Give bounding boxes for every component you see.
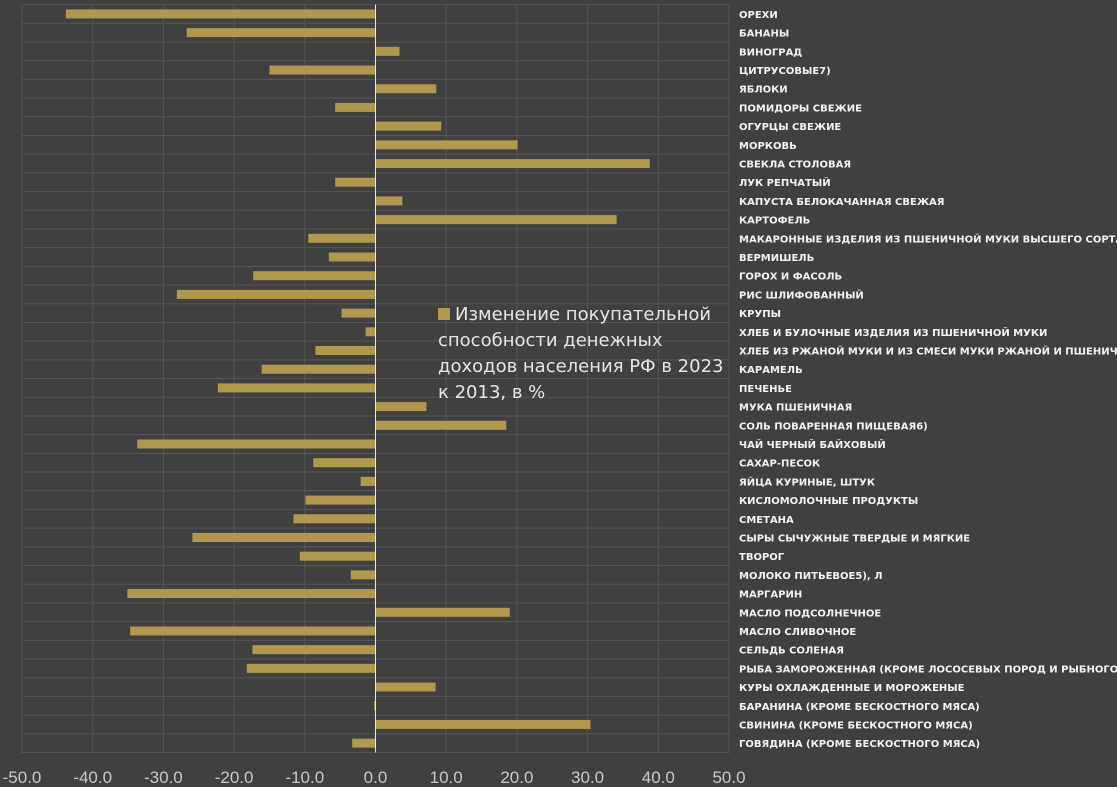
category-label: КАРАМЕЛЬ xyxy=(739,365,803,376)
bar xyxy=(65,9,376,19)
category-label: КРУПЫ xyxy=(739,309,781,320)
bar xyxy=(253,271,376,281)
bar xyxy=(217,383,376,393)
bar xyxy=(328,252,376,262)
category-label: ЯБЛОКИ xyxy=(739,85,788,96)
bar xyxy=(375,140,518,150)
bar xyxy=(375,84,437,94)
x-tick-label: 20.0 xyxy=(500,768,533,787)
category-label: КИСЛОМОЛОЧНЫЕ ПРОДУКТЫ xyxy=(739,496,918,507)
category-label: ПОМИДОРЫ СВЕЖИЕ xyxy=(739,103,862,114)
legend-label: Изменение покупательной способности дене… xyxy=(438,304,724,403)
bar xyxy=(341,308,376,318)
bar xyxy=(375,215,617,225)
bar xyxy=(176,289,376,299)
category-label: ОРЕХИ xyxy=(739,10,778,21)
category-label: БАНАНЫ xyxy=(739,29,789,40)
category-label: МУКА ПШЕНИЧНАЯ xyxy=(739,403,852,414)
legend-swatch xyxy=(438,308,450,320)
x-tick-label: 30.0 xyxy=(571,768,604,787)
bar xyxy=(375,682,436,692)
x-tick-label: -50.0 xyxy=(3,768,42,787)
x-tick-label: -20.0 xyxy=(215,768,254,787)
bar xyxy=(375,420,507,430)
bar xyxy=(308,233,376,243)
category-label: ЦИТРУСОВЫЕ7) xyxy=(739,66,831,77)
category-label: САХАР-ПЕСОК xyxy=(739,459,821,470)
bar xyxy=(186,28,376,38)
bar xyxy=(350,570,376,580)
category-label: ОГУРЦЫ СВЕЖИЕ xyxy=(739,122,841,133)
category-label: КУРЫ ОХЛАЖДЕННЫЕ И МОРОЖЕНЫЕ xyxy=(739,683,965,694)
category-label: ХЛЕБ ИЗ РЖАНОЙ МУКИ И ИЗ СМЕСИ МУКИ РЖАН… xyxy=(739,345,1117,358)
bar xyxy=(137,439,376,449)
bar xyxy=(252,645,376,655)
category-label: РЫБА ЗАМОРОЖЕННАЯ (КРОМЕ ЛОСОСЕВЫХ ПОРОД… xyxy=(739,664,1117,675)
category-label: МОЛОКО ПИТЬЕВОЕ5), Л xyxy=(739,571,883,582)
category-label: БАРАНИНА (КРОМЕ БЕСКОСТНОГО МЯСА) xyxy=(739,702,980,713)
x-tick-label: 50.0 xyxy=(712,768,745,787)
bar xyxy=(374,701,376,711)
x-tick-label: -30.0 xyxy=(144,768,183,787)
bar xyxy=(375,719,591,729)
bar xyxy=(130,626,376,636)
bar xyxy=(315,346,376,356)
x-tick-label: -10.0 xyxy=(285,768,324,787)
bar xyxy=(335,177,376,187)
bar xyxy=(360,476,376,486)
bar xyxy=(365,327,376,337)
bar xyxy=(375,402,427,412)
bar xyxy=(313,458,376,468)
bar xyxy=(293,514,376,524)
bar xyxy=(269,65,376,75)
category-label: МАРГАРИН xyxy=(739,590,802,601)
category-label: МАСЛО СЛИВОЧНОЕ xyxy=(739,627,856,638)
category-label: МОРКОВЬ xyxy=(739,141,797,152)
bar xyxy=(299,551,376,561)
bar xyxy=(375,607,510,617)
bar xyxy=(127,589,376,599)
category-label: СВЕКЛА СТОЛОВАЯ xyxy=(739,160,851,171)
category-label: МАКАРОННЫЕ ИЗДЕЛИЯ ИЗ ПШЕНИЧНОЙ МУКИ ВЫС… xyxy=(739,232,1117,245)
category-label: ГОВЯДИНА (КРОМЕ БЕСКОСТНОГО МЯСА) xyxy=(739,739,980,750)
category-label: КАРТОФЕЛЬ xyxy=(739,216,810,227)
x-tick-label: 10.0 xyxy=(430,768,463,787)
category-label: ВЕРМИШЕЛЬ xyxy=(739,253,814,264)
category-label: РИС ШЛИФОВАННЫЙ xyxy=(739,288,864,301)
category-label: МАСЛО ПОДСОЛНЕЧНОЕ xyxy=(739,608,881,619)
category-label: СЕЛЬДЬ СОЛЕНАЯ xyxy=(739,646,844,657)
bar xyxy=(375,121,442,131)
category-label: ЯЙЦА КУРИНЫЕ, ШТУК xyxy=(739,475,876,488)
bar xyxy=(246,663,376,673)
bar xyxy=(375,159,650,169)
category-label: СЫРЫ СЫЧУЖНЫЕ ТВЕРДЫЕ И МЯГКИЕ xyxy=(739,533,970,544)
category-label: СМЕТАНА xyxy=(739,515,794,526)
x-tick-label: 0.0 xyxy=(364,768,388,787)
category-label: СВИНИНА (КРОМЕ БЕСКОСТНОГО МЯСА) xyxy=(739,720,973,731)
legend: Изменение покупательной способности дене… xyxy=(438,302,728,406)
bar xyxy=(305,495,376,505)
bar xyxy=(375,46,400,56)
bar xyxy=(352,738,376,748)
bar xyxy=(261,364,376,374)
x-tick-label: -40.0 xyxy=(73,768,112,787)
bar xyxy=(375,196,403,206)
category-label: ТВОРОГ xyxy=(739,552,785,563)
category-label: ВИНОГРАД xyxy=(739,47,802,58)
category-label: ХЛЕБ И БУЛОЧНЫЕ ИЗДЕЛИЯ ИЗ ПШЕНИЧНОЙ МУК… xyxy=(739,326,1047,339)
category-label: ЛУК РЕПЧАТЫЙ xyxy=(739,176,831,189)
bar xyxy=(335,102,376,112)
bar xyxy=(192,532,376,542)
category-label: ПЕЧЕНЬЕ xyxy=(739,384,792,395)
category-label: КАПУСТА БЕЛОКАЧАННАЯ СВЕЖАЯ xyxy=(739,197,945,208)
x-tick-label: 40.0 xyxy=(642,768,675,787)
category-label: ЧАЙ ЧЕРНЫЙ БАЙХОВЫЙ xyxy=(739,438,886,451)
category-label: СОЛЬ ПОВАРЕННАЯ ПИЩЕВАЯ6) xyxy=(739,421,928,432)
category-label: ГОРОХ И ФАСОЛЬ xyxy=(739,272,842,283)
